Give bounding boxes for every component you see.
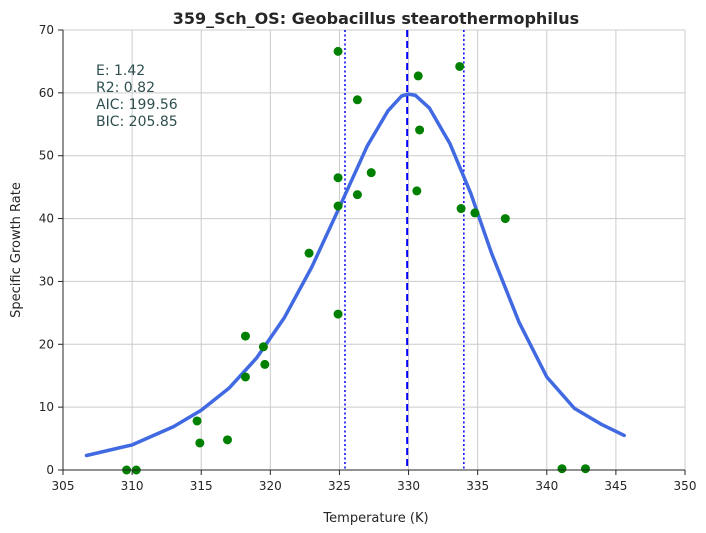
grid — [62, 29, 686, 471]
stat-r2: R2: 0.82 — [96, 80, 155, 96]
y-tick-label-1: 10 — [39, 400, 54, 414]
y-tick-label-2: 20 — [39, 337, 54, 351]
data-point-13 — [333, 309, 343, 319]
x-tick-label-9: 350 — [674, 479, 697, 493]
x-tick-labels: 305 310 315 320 325 330 335 340 345 350 — [52, 479, 697, 493]
data-point-25 — [580, 464, 590, 474]
stat-e: E: 1.42 — [96, 63, 145, 79]
data-point-24 — [557, 464, 567, 474]
axes — [58, 29, 686, 475]
data-point-2 — [192, 416, 202, 426]
data-point-5 — [240, 331, 250, 341]
stat-aic: AIC: 199.56 — [96, 97, 178, 113]
data-points — [122, 46, 590, 475]
x-tick-label-8: 345 — [604, 479, 627, 493]
stat-bic: BIC: 205.85 — [96, 114, 178, 130]
data-point-4 — [222, 435, 232, 445]
x-tick-label-1: 310 — [121, 479, 144, 493]
y-tick-label-5: 50 — [39, 149, 54, 163]
data-point-11 — [333, 173, 343, 183]
data-point-15 — [352, 190, 362, 200]
data-point-18 — [413, 71, 423, 81]
x-tick-label-4: 325 — [328, 479, 351, 493]
data-point-21 — [456, 204, 466, 214]
chart-title: 359_Sch_OS: Geobacillus stearothermophil… — [173, 9, 579, 28]
x-tick-label-2: 315 — [190, 479, 213, 493]
reference-lines — [344, 30, 465, 470]
data-point-19 — [415, 125, 425, 135]
data-point-6 — [240, 372, 250, 382]
data-point-7 — [258, 342, 268, 352]
data-point-9 — [304, 248, 314, 258]
y-tick-label-0: 0 — [46, 463, 54, 477]
y-axis-label: Specific Growth Rate — [9, 182, 24, 318]
y-tick-label-6: 60 — [39, 86, 54, 100]
x-tick-label-3: 320 — [259, 479, 282, 493]
x-tick-label-0: 305 — [52, 479, 75, 493]
data-point-16 — [366, 168, 376, 178]
data-point-10 — [333, 46, 343, 56]
fit-curve-line — [84, 92, 626, 458]
data-point-8 — [260, 359, 270, 369]
data-point-23 — [500, 214, 510, 224]
y-tick-label-4: 40 — [39, 212, 54, 226]
fit-curve-group — [84, 92, 626, 458]
data-point-22 — [470, 208, 480, 218]
data-point-3 — [195, 438, 205, 448]
x-axis-label: Temperature (K) — [322, 511, 428, 526]
data-point-12 — [333, 201, 343, 211]
data-point-20 — [455, 61, 465, 71]
x-tick-label-7: 340 — [535, 479, 558, 493]
x-tick-label-5: 330 — [397, 479, 420, 493]
y-tick-label-7: 70 — [39, 23, 54, 37]
x-tick-label-6: 335 — [466, 479, 489, 493]
y-tick-labels: 0 10 20 30 40 50 60 70 — [39, 23, 54, 477]
data-point-14 — [352, 95, 362, 105]
y-tick-label-3: 30 — [39, 274, 54, 288]
data-point-17 — [412, 186, 422, 196]
